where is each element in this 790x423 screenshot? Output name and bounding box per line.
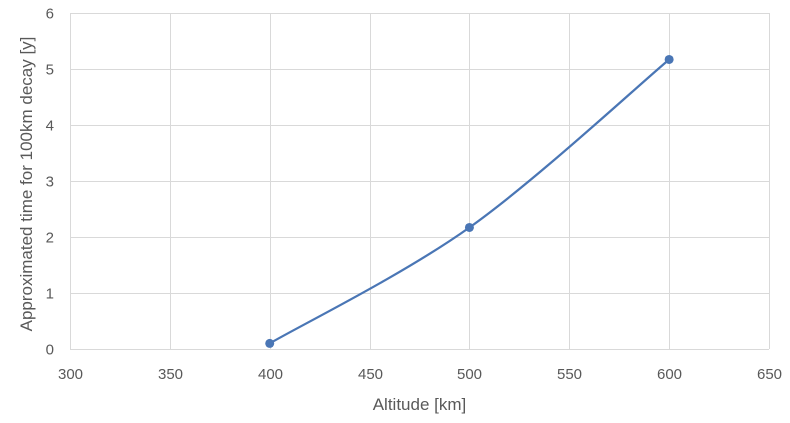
y-tick-label: 5: [46, 62, 54, 79]
x-tick-label: 550: [557, 366, 582, 383]
y-tick-label: 4: [46, 118, 54, 135]
y-tick-label: 3: [46, 174, 54, 191]
x-tick-label: 300: [58, 366, 83, 383]
x-tick-label: 500: [457, 366, 482, 383]
y-tick-label: 1: [46, 286, 54, 303]
data-point: [464, 222, 474, 232]
y-tick-label: 0: [46, 342, 54, 359]
x-tick-label: 400: [258, 366, 283, 383]
data-point: [664, 54, 674, 64]
x-tick-label: 650: [757, 366, 782, 383]
gridlines: [70, 13, 770, 350]
data-point: [265, 338, 275, 348]
x-tick-label: 600: [657, 366, 682, 383]
x-tick-label: 450: [358, 366, 383, 383]
y-tick-label: 2: [46, 230, 54, 247]
x-tick-label: 350: [158, 366, 183, 383]
tick-labels: 0 1 2 3 4 5 6 300 350 400 450 500 550 600 650: [46, 6, 782, 384]
series-group: [265, 54, 674, 348]
x-axis-title: Altitude [km]: [373, 395, 467, 414]
y-axis-title: Approximated time for 100km decay [y]: [17, 37, 36, 332]
y-tick-label: 6: [46, 6, 54, 23]
